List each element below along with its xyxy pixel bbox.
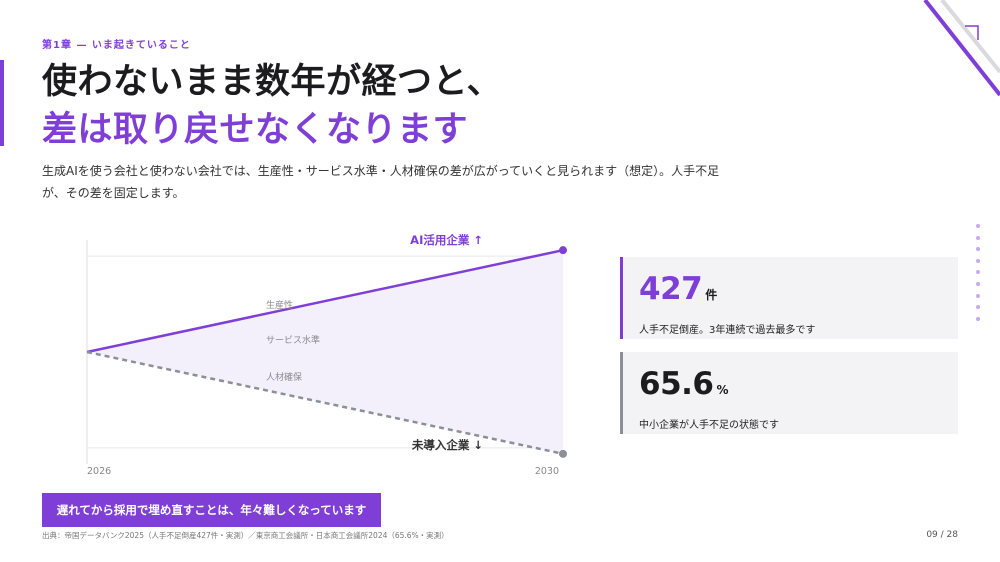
series-label-non-adopters: 未導入企業 ↓: [411, 438, 483, 452]
series-endpoint: [559, 449, 567, 458]
progress-dot: [976, 281, 980, 286]
title-line-2: 差は取り戻せなくなります: [42, 110, 469, 150]
accent-bar: [0, 60, 4, 146]
progress-dot: [976, 305, 980, 310]
gap-annotation: サービス水準: [266, 334, 320, 346]
series-label-ai-adopters: AI活用企業 ↑: [410, 233, 483, 247]
progress-dot: [976, 293, 980, 298]
stat-card-shortage: 65.6% 中小企業が人手不足の状態です: [620, 352, 958, 434]
stat-unit: %: [716, 383, 729, 397]
stat-card-bankruptcies: 427 件 人手不足倒産。3年連続で過去最多です: [620, 257, 958, 339]
slide-progress-dots: [976, 224, 982, 328]
stat-description: 中小企業が人手不足の状態です: [639, 420, 779, 431]
stat-value: 427: [639, 271, 703, 307]
progress-dot: [976, 235, 980, 240]
non-adopter-line: [86, 350, 564, 456]
lead-paragraph: 生成AIを使う会社と使わない会社では、生産性・サービス水準・人材確保の差が広がっ…: [42, 164, 720, 200]
gap-annotation: 人材確保: [266, 371, 302, 383]
x-tick-label: 2030: [535, 466, 559, 477]
series-endpoint: [559, 246, 567, 255]
stat-unit: 件: [705, 288, 717, 302]
page-number: 09 / 28: [926, 530, 958, 540]
ai-adopter-line: [86, 248, 564, 354]
progress-dot: [976, 224, 980, 228]
title-line-1: 使わないまま数年が経つと、: [42, 62, 503, 102]
stat-cards: 427 件 人手不足倒産。3年連続で過去最多です 65.6% 中小企業が人手不足の…: [620, 257, 958, 434]
corner-decoration: [923, 0, 1000, 97]
chapter-label: 第1章 — いま起きていること: [42, 40, 191, 51]
cta-banner: 遅れてから採用で埋め直すことは、年々難しくなっています: [42, 493, 381, 527]
progress-dot: [976, 270, 980, 275]
progress-dot: [976, 247, 980, 252]
source-note: 出典：帝国データバンク2025（人手不足倒産427件・実測）／東京商工会議所・日…: [42, 531, 449, 540]
gap-area: [87, 250, 563, 454]
stat-value: 65.6: [639, 366, 714, 402]
page-title: 使わないまま数年が経つと、 差は取り戻せなくなります: [42, 58, 502, 154]
progress-dot: [976, 258, 980, 263]
stat-description: 人手不足倒産。3年連続で過去最多です: [639, 325, 816, 336]
progress-dot: [976, 316, 980, 321]
gap-annotation: 生産性: [266, 299, 293, 311]
x-tick-label: 2026: [87, 466, 111, 477]
